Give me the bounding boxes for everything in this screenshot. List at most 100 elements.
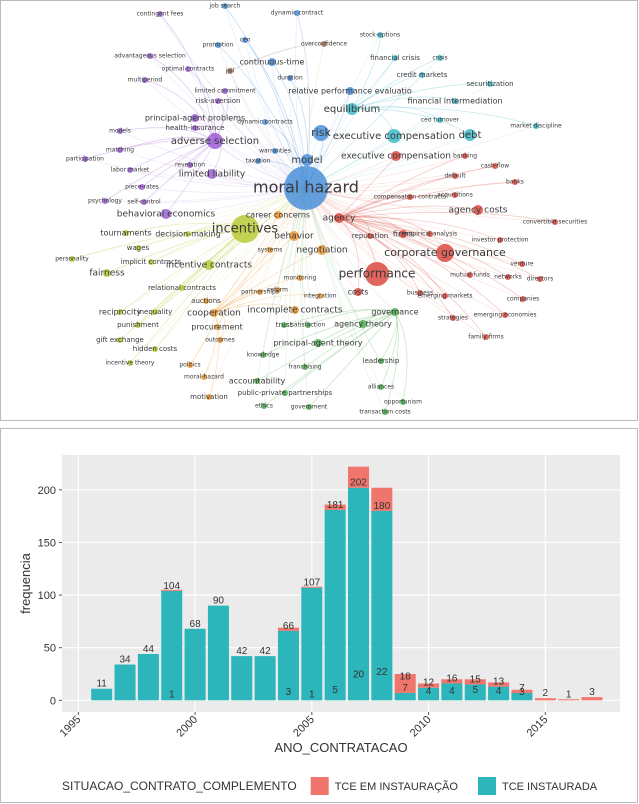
- node-label: participation: [66, 156, 104, 163]
- edge: [305, 187, 556, 223]
- node: [284, 166, 328, 210]
- node-label: warranties: [259, 148, 291, 155]
- edge: [84, 158, 307, 189]
- node-label: credit markets: [397, 71, 448, 79]
- edge: [338, 165, 496, 219]
- edge: [338, 215, 404, 235]
- node: [103, 269, 111, 277]
- node: [483, 334, 489, 340]
- node-label: matching: [106, 147, 134, 154]
- edge: [224, 5, 307, 189]
- node-label: auctions: [191, 297, 221, 305]
- node: [391, 151, 401, 161]
- edge: [213, 249, 323, 314]
- node: [377, 32, 383, 38]
- edge: [338, 217, 501, 241]
- bar-segment: [301, 586, 323, 588]
- bar-segment: [464, 679, 486, 685]
- node-label: financial intermediation: [407, 97, 502, 106]
- node-label: monitoring: [284, 275, 317, 282]
- edge: [338, 217, 446, 297]
- node-label: crisis: [432, 55, 447, 62]
- node: [365, 262, 389, 286]
- node: [305, 322, 311, 328]
- node: [255, 158, 261, 164]
- node-label: incentive contracts: [166, 261, 253, 271]
- node-label: piece-rates: [125, 184, 159, 191]
- node: [317, 245, 327, 255]
- edge: [317, 311, 396, 344]
- node-label: mutual funds: [450, 272, 490, 279]
- node: [152, 309, 158, 315]
- node: [437, 55, 443, 61]
- edge: [305, 187, 487, 338]
- node: [222, 88, 228, 94]
- node: [102, 198, 108, 204]
- edge: [208, 312, 220, 398]
- node: [135, 322, 141, 328]
- node-label: advantageous selection: [114, 53, 186, 60]
- node: [354, 288, 362, 296]
- node-label: business: [407, 290, 433, 297]
- network-frame: [0, 0, 638, 421]
- data-label: 3: [519, 687, 525, 698]
- node-label: reciprocity: [99, 308, 142, 317]
- y-tick-label: 0: [50, 695, 56, 707]
- data-label: 20: [353, 669, 365, 680]
- node-label: incomplete contracts: [247, 306, 342, 316]
- node-label: emerging economies: [473, 312, 536, 319]
- edge: [203, 187, 307, 378]
- edge: [125, 187, 307, 234]
- edge: [129, 228, 246, 364]
- node-label: agency: [323, 214, 356, 224]
- edge: [159, 13, 307, 189]
- edge: [305, 125, 537, 189]
- data-label: 22: [376, 667, 388, 678]
- node-label: moral-hazard: [184, 374, 224, 381]
- node-label: dynamic contract: [271, 10, 324, 17]
- node-label: models: [109, 128, 131, 135]
- node: [464, 129, 476, 141]
- node-label: corporate governance: [384, 246, 506, 259]
- node-label: performance: [339, 267, 416, 281]
- edge: [263, 187, 307, 407]
- node-label: taxation: [246, 158, 271, 165]
- bar-segment: [464, 684, 486, 701]
- bar-segment: [394, 674, 416, 693]
- node-label: banking: [453, 153, 477, 160]
- node: [217, 337, 223, 343]
- node: [427, 231, 433, 237]
- node: [417, 290, 423, 296]
- node-label: incentive theory: [106, 360, 155, 367]
- edge: [338, 217, 541, 280]
- node: [207, 169, 217, 179]
- edge: [308, 311, 396, 408]
- node-label: family firms: [468, 334, 504, 341]
- edge: [213, 277, 301, 314]
- node-label: dynamic contracts: [237, 119, 293, 126]
- node: [378, 384, 384, 390]
- node-label: tournaments: [100, 229, 151, 238]
- nodes: moral hazard model risk job search dynamic c…: [55, 3, 587, 416]
- node: [135, 245, 141, 251]
- node-label: emerging markets: [417, 293, 472, 300]
- data-label: 66: [283, 621, 295, 632]
- node-label: directors: [527, 276, 553, 283]
- edge: [213, 303, 296, 314]
- node-label: ceo turnover: [421, 117, 460, 124]
- node: [452, 173, 458, 179]
- node-label: self-control: [127, 199, 161, 206]
- node-label: reputation: [352, 232, 388, 240]
- node-label: duration: [277, 75, 302, 82]
- node-label: punishment: [117, 321, 159, 329]
- bar-segment: [184, 628, 206, 701]
- bar-segment: [418, 683, 440, 688]
- edge: [351, 105, 441, 121]
- edge: [283, 309, 396, 326]
- bar-segment: [231, 656, 253, 701]
- node: [127, 360, 133, 366]
- data-label: 1: [309, 689, 315, 700]
- node: [257, 289, 263, 295]
- y-tick-label: 150: [38, 537, 56, 549]
- node: [139, 184, 145, 190]
